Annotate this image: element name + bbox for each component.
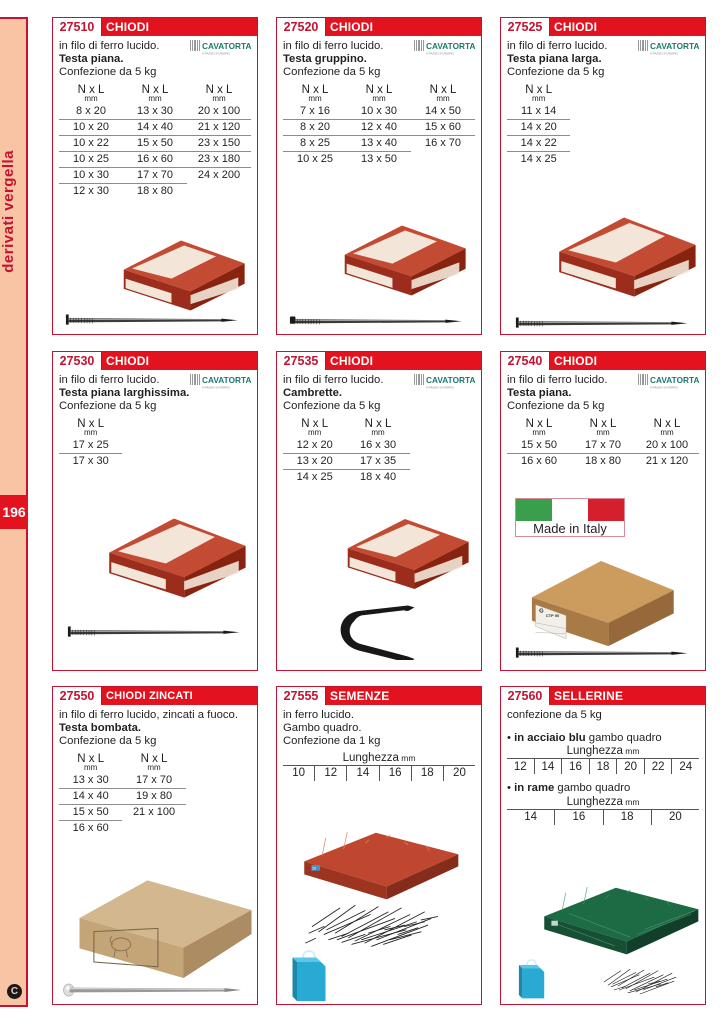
svg-text:20: 20 (312, 866, 316, 870)
svg-text:A PASSO DI FERRO: A PASSO DI FERRO (426, 386, 455, 390)
svg-text:CAVATORTA: CAVATORTA (650, 375, 699, 385)
svg-text:A PASSO DI FERRO: A PASSO DI FERRO (426, 52, 455, 56)
svg-text:CTP 50: CTP 50 (546, 613, 560, 618)
svg-text:CAVATORTA: CAVATORTA (426, 375, 475, 385)
svg-text:G: G (539, 609, 544, 615)
svg-text:A PASSO DI FERRO: A PASSO DI FERRO (202, 386, 231, 390)
svg-text:A PASSO DI FERRO: A PASSO DI FERRO (202, 52, 231, 56)
svg-text:CAVATORTA: CAVATORTA (650, 41, 699, 51)
svg-text:A PASSO DI FERRO: A PASSO DI FERRO (650, 52, 679, 56)
svg-text:CAVATORTA: CAVATORTA (202, 375, 251, 385)
svg-text:A PASSO DI FERRO: A PASSO DI FERRO (650, 386, 679, 390)
svg-text:CAVATORTA: CAVATORTA (426, 41, 475, 51)
svg-text:CAVATORTA: CAVATORTA (202, 41, 251, 51)
